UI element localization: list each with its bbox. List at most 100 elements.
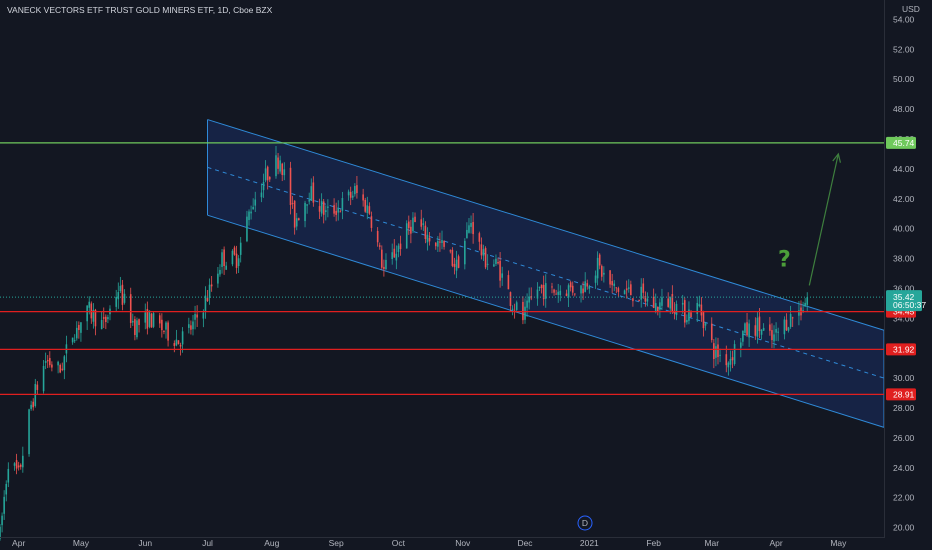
candle-body bbox=[206, 297, 209, 301]
candle-body bbox=[88, 301, 91, 308]
candle-body bbox=[704, 323, 707, 326]
candle-body bbox=[378, 245, 381, 247]
candle-body bbox=[167, 322, 169, 341]
question-mark-annotation[interactable]: ? bbox=[778, 248, 791, 273]
candle bbox=[324, 205, 327, 221]
candle bbox=[78, 321, 80, 339]
candle-body bbox=[611, 281, 613, 286]
candle-body bbox=[225, 265, 227, 270]
candle-body bbox=[455, 259, 458, 271]
candle-body bbox=[333, 205, 335, 214]
candle-body bbox=[760, 329, 763, 335]
candle bbox=[603, 266, 605, 283]
time-tick-label: Feb bbox=[646, 538, 661, 548]
candle bbox=[652, 288, 655, 309]
candle bbox=[412, 212, 414, 234]
annotations[interactable]: ? bbox=[778, 152, 842, 286]
candle bbox=[44, 352, 47, 370]
candle-body bbox=[615, 287, 618, 289]
candle bbox=[771, 323, 773, 349]
candle-body bbox=[439, 241, 441, 243]
candle bbox=[57, 360, 59, 374]
goto-date-button[interactable]: D bbox=[577, 515, 593, 531]
candle bbox=[754, 317, 757, 340]
candle-body bbox=[565, 293, 568, 296]
candle bbox=[80, 322, 82, 342]
candle-body bbox=[298, 218, 300, 220]
price-tick-label: 38.00 bbox=[893, 254, 915, 264]
candle bbox=[204, 286, 207, 319]
candle-body bbox=[152, 313, 155, 327]
candle-body bbox=[177, 340, 180, 345]
candle bbox=[364, 197, 367, 213]
channel-lower-line[interactable] bbox=[207, 214, 885, 428]
candle-body bbox=[725, 354, 728, 366]
candle-body bbox=[61, 368, 64, 370]
candle-body bbox=[289, 167, 292, 205]
candle bbox=[559, 285, 562, 302]
candle-body bbox=[594, 275, 597, 283]
channel-mid-line[interactable] bbox=[207, 166, 885, 379]
candle-body bbox=[181, 331, 184, 345]
candle bbox=[219, 264, 221, 277]
candle bbox=[574, 293, 576, 297]
candle-body bbox=[312, 182, 315, 203]
candle-body bbox=[188, 324, 190, 328]
horizontal-levels[interactable] bbox=[0, 142, 884, 395]
candle bbox=[424, 221, 427, 244]
candle bbox=[704, 322, 707, 331]
candle-body bbox=[192, 321, 194, 330]
candle-body bbox=[426, 234, 429, 243]
candle-body bbox=[420, 219, 423, 227]
price-tick-label: 26.00 bbox=[893, 433, 915, 443]
candle bbox=[264, 160, 267, 183]
time-tick-label: Apr bbox=[12, 538, 25, 548]
candle bbox=[235, 245, 238, 274]
candle bbox=[152, 311, 155, 329]
candle bbox=[5, 480, 8, 502]
candle-body bbox=[308, 200, 310, 202]
candle bbox=[347, 189, 350, 201]
candle bbox=[100, 311, 103, 330]
price-tick-label: 52.00 bbox=[893, 44, 915, 54]
arrow-head-icon bbox=[832, 152, 842, 163]
candle-body bbox=[129, 294, 132, 323]
candle-body bbox=[337, 207, 340, 213]
candle-body bbox=[603, 272, 605, 275]
candle bbox=[584, 272, 586, 293]
candle bbox=[349, 186, 352, 206]
candle-body bbox=[762, 327, 765, 331]
candle-body bbox=[354, 186, 356, 195]
candle bbox=[453, 257, 456, 275]
candle-body bbox=[100, 320, 103, 330]
candle-body bbox=[609, 270, 611, 285]
candle bbox=[659, 298, 661, 318]
time-tick-label: May bbox=[830, 538, 847, 548]
candle-body bbox=[63, 356, 66, 371]
candle-body bbox=[777, 331, 779, 333]
price-tick-label: 28.00 bbox=[893, 403, 915, 413]
candle-body bbox=[217, 273, 219, 284]
time-axis[interactable]: Apr May Jun Jul Aug Sep Oct Nov Dec 2021 Feb Mar Apr… bbox=[12, 538, 847, 548]
candle-body bbox=[437, 240, 439, 247]
candle-body bbox=[769, 324, 771, 331]
candle bbox=[756, 311, 759, 344]
channel-upper-line[interactable] bbox=[207, 119, 885, 331]
price-tick-label: 40.00 bbox=[893, 224, 915, 234]
price-tick-label: 54.00 bbox=[893, 14, 915, 24]
candle bbox=[19, 463, 22, 470]
candle-body bbox=[252, 207, 254, 210]
candle-body bbox=[497, 261, 499, 264]
arrow-line[interactable] bbox=[808, 153, 839, 286]
candle-body bbox=[59, 364, 61, 373]
time-tick-label: Aug bbox=[264, 538, 279, 548]
candle-body bbox=[700, 304, 703, 316]
candlestick-series bbox=[0, 145, 809, 541]
candle-body bbox=[511, 308, 514, 310]
candle bbox=[661, 288, 663, 311]
candle bbox=[667, 292, 669, 308]
candle bbox=[627, 279, 630, 293]
candle bbox=[555, 289, 557, 295]
parallel-channel[interactable] bbox=[207, 119, 885, 428]
